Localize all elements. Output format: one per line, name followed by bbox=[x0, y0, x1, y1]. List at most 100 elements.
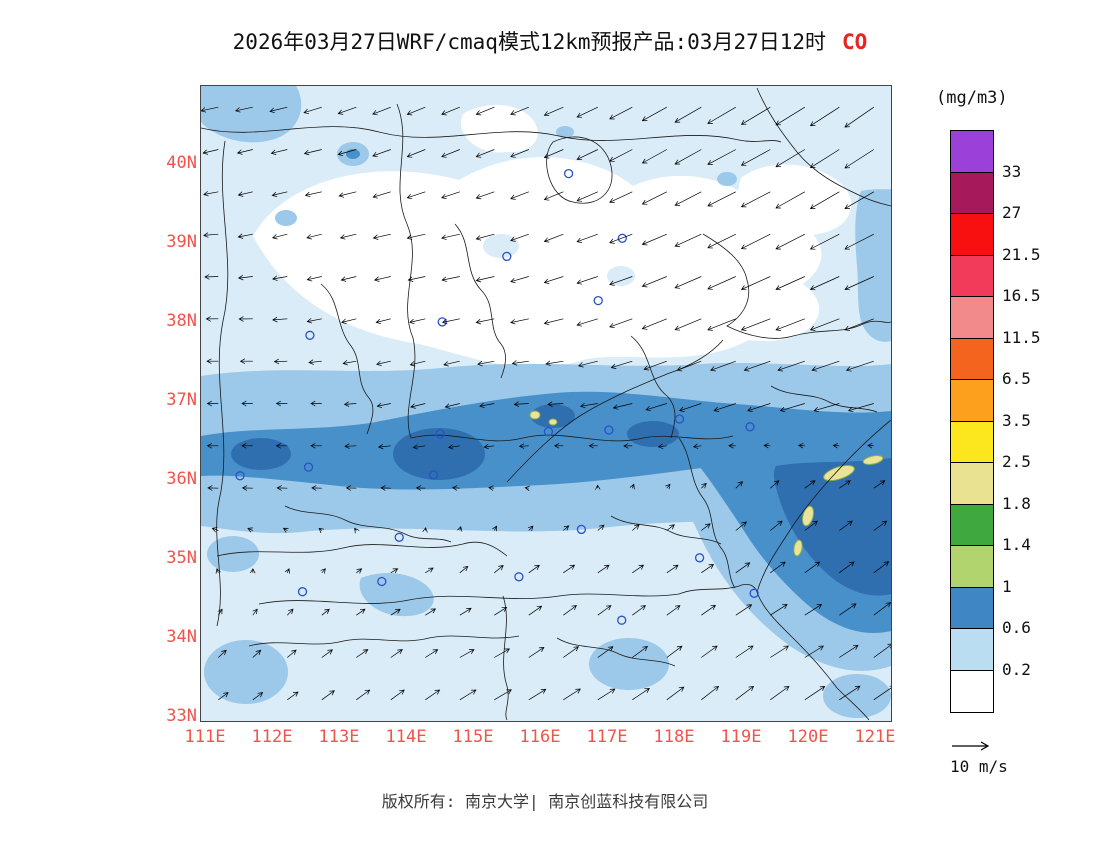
wind-arrow bbox=[839, 644, 859, 658]
forecast-map bbox=[200, 85, 892, 722]
province-boundary bbox=[410, 434, 734, 442]
wind-arrow bbox=[422, 527, 428, 533]
colorbar-tick-label: 21.5 bbox=[1002, 244, 1041, 264]
wind-arrow bbox=[775, 276, 805, 291]
city-marker bbox=[377, 576, 387, 587]
wind-arrow bbox=[809, 149, 840, 169]
wind-arrow bbox=[632, 524, 640, 531]
wind-arrow bbox=[839, 685, 861, 701]
wind-arrow bbox=[306, 276, 322, 282]
wind-arrow bbox=[867, 442, 874, 449]
wind-arrow bbox=[809, 191, 840, 209]
wind-arrow bbox=[238, 316, 253, 322]
wind-arrow bbox=[341, 318, 357, 325]
lon-tick-label: 120E bbox=[787, 727, 829, 747]
wind-arrow bbox=[390, 608, 401, 616]
wind-arrow bbox=[666, 564, 679, 574]
copyright-text: 版权所有: 南京大学| 南京创蓝科技有限公司 bbox=[381, 792, 709, 811]
wind-arrow bbox=[775, 149, 805, 168]
wind-arrow bbox=[380, 485, 391, 491]
fill-region-khaki bbox=[548, 418, 558, 426]
lon-tick-label: 112E bbox=[251, 727, 293, 747]
city-marker bbox=[617, 615, 627, 625]
wind-arrow bbox=[701, 563, 714, 574]
fill-region-khaki bbox=[529, 410, 541, 420]
province-boundary bbox=[610, 515, 722, 545]
colorbar-tick-labels: 33 27 21.5 16.5 11.5 6.5 3.5 2.5 1.8 1.4 1 0.6 0.2 bbox=[1002, 0, 1072, 850]
wind-arrow bbox=[201, 106, 219, 113]
wind-arrow bbox=[844, 276, 874, 291]
wind-arrow bbox=[576, 106, 598, 118]
city-marker bbox=[543, 426, 554, 437]
colorbar-tick-label: 1.4 bbox=[1002, 535, 1031, 554]
lat-tick-label: 39N bbox=[166, 232, 197, 252]
wind-arrow bbox=[553, 443, 564, 449]
wind-arrow bbox=[770, 561, 786, 574]
wind-arrow bbox=[597, 524, 605, 531]
wind-arrow bbox=[845, 360, 874, 372]
wind-arrow bbox=[701, 645, 718, 658]
wind-arrow bbox=[676, 360, 702, 372]
wind-legend: 10 m/s bbox=[950, 736, 1040, 776]
wind-arrow bbox=[390, 649, 403, 658]
wind-arrow bbox=[282, 527, 289, 533]
fill-region-medium bbox=[823, 674, 891, 718]
wind-arrow bbox=[623, 443, 633, 449]
colorbar-tick-label: 33 bbox=[1002, 161, 1022, 181]
colorbar bbox=[950, 130, 994, 713]
wind-arrow bbox=[320, 568, 326, 574]
wind-arrow bbox=[344, 443, 357, 449]
wind-arrow bbox=[415, 485, 426, 491]
wind-arrow bbox=[847, 403, 874, 413]
wind-arrow bbox=[740, 276, 771, 291]
wind-arrow bbox=[483, 443, 495, 450]
wind-arrow bbox=[809, 276, 840, 291]
wind-arrow bbox=[479, 402, 495, 409]
wind-arrow bbox=[811, 360, 840, 372]
wind-arrow bbox=[234, 106, 253, 113]
wind-arrow bbox=[610, 360, 633, 369]
wind-arrow bbox=[390, 568, 399, 574]
province-boundary bbox=[454, 223, 506, 379]
wind-arrow bbox=[203, 191, 219, 197]
wind-arrow bbox=[735, 562, 751, 574]
lon-tick-label: 116E bbox=[519, 727, 561, 747]
province-boundary bbox=[678, 437, 736, 589]
wind-arrow bbox=[409, 360, 426, 367]
colorbar-tick-label: 3.5 bbox=[1002, 410, 1031, 430]
fill-region-khaki bbox=[793, 539, 803, 557]
wind-arrow bbox=[376, 402, 391, 409]
wind-arrow bbox=[609, 233, 633, 244]
wind-arrow bbox=[441, 233, 460, 240]
wind-arrow bbox=[632, 688, 650, 701]
wind-arrow bbox=[241, 443, 253, 449]
wind-arrow bbox=[707, 233, 736, 249]
wind-arrow bbox=[510, 106, 529, 116]
province-boundary bbox=[678, 584, 758, 595]
wind-arrow bbox=[632, 646, 649, 658]
fill-region-darker bbox=[531, 404, 575, 428]
wind-arrow bbox=[657, 443, 667, 450]
wind-arrow bbox=[597, 564, 610, 574]
lat-tick-label: 40N bbox=[166, 153, 197, 173]
wind-arrow bbox=[425, 608, 437, 616]
city-marker bbox=[428, 470, 439, 480]
colorbar-tick-label: 6.5 bbox=[1002, 369, 1031, 388]
wind-arrow bbox=[609, 191, 633, 203]
city-marker bbox=[604, 425, 614, 435]
lat-tick-label: 35N bbox=[166, 548, 197, 568]
wind-arrow bbox=[707, 149, 736, 165]
wind-arrow bbox=[303, 106, 322, 115]
wind-arrow bbox=[609, 106, 633, 120]
wind-arrow bbox=[275, 443, 288, 449]
province-boundary bbox=[546, 136, 613, 204]
wind-arrow bbox=[406, 233, 426, 240]
wind-arrow bbox=[735, 645, 754, 658]
wind-arrow bbox=[576, 276, 598, 285]
wind-arrow bbox=[707, 276, 736, 290]
wind-arrow bbox=[597, 605, 612, 616]
wind-arrow bbox=[206, 443, 219, 449]
wind-arrow bbox=[459, 607, 472, 616]
wind-arrow bbox=[492, 525, 497, 532]
